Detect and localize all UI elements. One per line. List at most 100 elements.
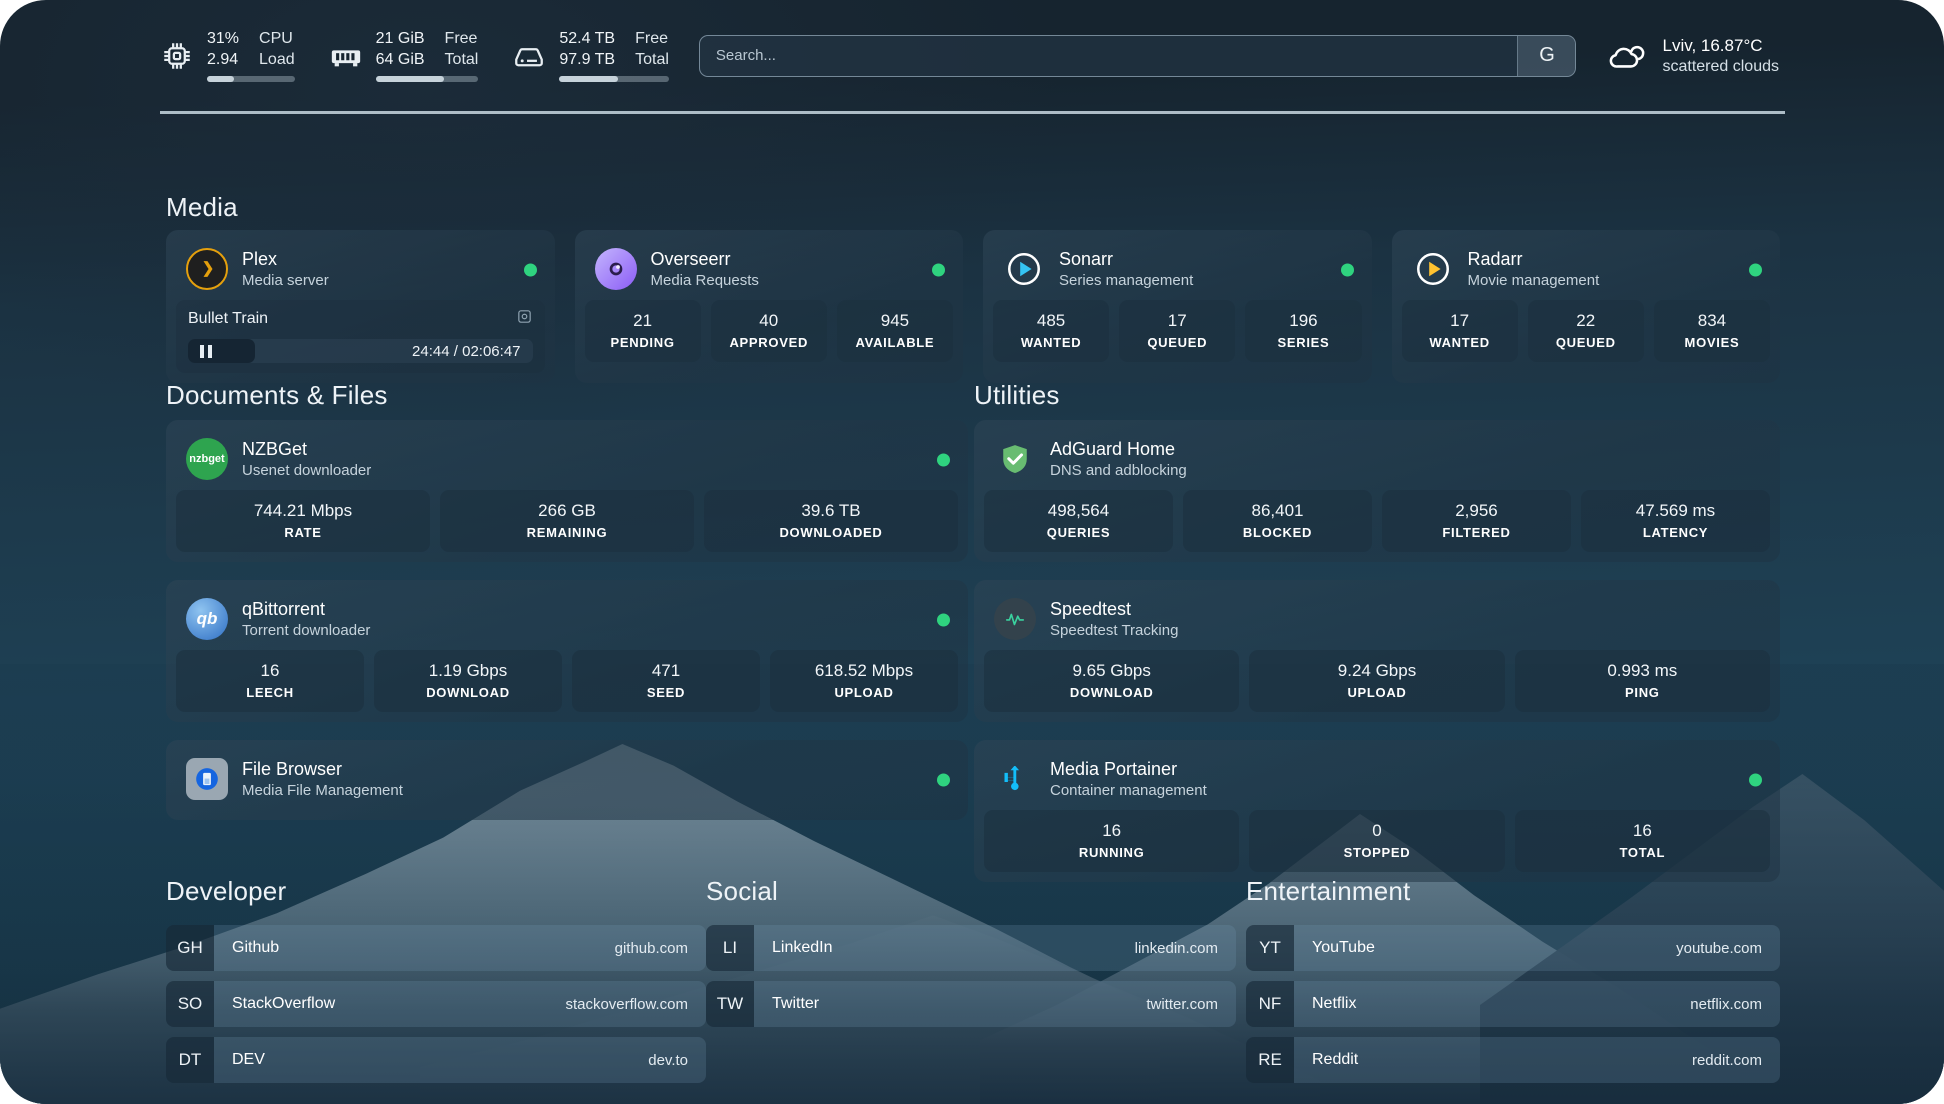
cpu-stat-block: 31% 2.94 CPU Load — [207, 29, 295, 82]
service-subtitle: Container management — [1050, 781, 1207, 799]
stat-tile: 498,564 QUERIES — [984, 490, 1173, 552]
status-badge — [1749, 773, 1762, 787]
stats-row: 485 WANTED 17 QUEUED 196 SERIES — [993, 300, 1362, 362]
bookmark-item[interactable]: SO StackOverflow stackoverflow.com — [166, 981, 706, 1027]
card-header: Overseerr Media Requests — [585, 240, 954, 300]
bookmark-name: Twitter — [772, 995, 820, 1012]
memory-stat-group[interactable]: 21 GiB 64 GiB Free Total — [329, 29, 479, 82]
bookmark-list-developer: GH Github github.com SO StackOverflow stac… — [166, 925, 706, 1083]
pause-icon[interactable] — [200, 344, 212, 358]
disk-label-1: Free — [635, 30, 668, 47]
disk-total-value: 97.9 TB — [559, 51, 616, 68]
service-subtitle: Series management — [1059, 271, 1194, 289]
bookmark-abbr: NF — [1246, 981, 1294, 1027]
card-header: AdGuard Home DNS and adblocking — [984, 430, 1770, 490]
stat-value: 86,401 — [1251, 501, 1304, 520]
memory-total-value: 64 GiB — [375, 51, 425, 68]
stat-value: 40 — [759, 311, 779, 330]
stat-value: 21 — [633, 311, 653, 330]
service-card-media-portainer[interactable]: Media Portainer Container management 16 R… — [974, 740, 1780, 882]
now-playing-panel[interactable]: Bullet Train 24:44 — [176, 300, 545, 373]
service-card-sonarr[interactable]: Sonarr Series management 485 WANTED 17 QUE… — [983, 230, 1372, 383]
service-subtitle: Media File Management — [242, 781, 403, 799]
service-card-radarr[interactable]: Radarr Movie management 17 WANTED 22 QUEUE… — [1391, 230, 1780, 383]
service-card-speedtest[interactable]: Speedtest Speedtest Tracking 9.65 Gbps DO… — [974, 580, 1780, 722]
service-card-nzbget[interactable]: nzbget NZBGet Usenet downloader 744.21 M… — [166, 420, 968, 562]
speedtest-icon — [994, 598, 1036, 640]
status-badge — [932, 263, 945, 277]
bookmark-abbr: LI — [706, 925, 754, 971]
bookmark-item[interactable]: DT DEV dev.to — [166, 1037, 706, 1083]
service-card-adguard-home[interactable]: AdGuard Home DNS and adblocking 498,564 Q… — [974, 420, 1780, 562]
stat-value: 47.569 ms — [1635, 501, 1716, 520]
stat-label: REMAINING — [526, 525, 608, 540]
bookmark-item[interactable]: YT YouTube youtube.com — [1246, 925, 1780, 971]
disk-icon — [512, 39, 546, 73]
bookmark-name: YouTube — [1312, 939, 1375, 956]
weather-widget[interactable]: Lviv, 16.87°C scattered clouds — [1606, 36, 1785, 76]
bookmark-item[interactable]: GH Github github.com — [166, 925, 706, 971]
stat-label: APPROVED — [729, 335, 809, 350]
card-header: Radarr Movie management — [1402, 240, 1771, 300]
disk-usage-bar — [559, 76, 669, 82]
playback-progress-bar[interactable]: 24:44 / 02:06:47 — [188, 339, 533, 363]
stats-row: 16 RUNNING 0 STOPPED 16 TOTAL — [984, 810, 1770, 872]
bookmark-url: twitter.com — [1146, 995, 1218, 1013]
stat-value: 9.24 Gbps — [1337, 661, 1417, 680]
bookmark-name: Reddit — [1312, 1051, 1359, 1068]
ram-icon — [329, 39, 363, 73]
service-card-qbittorrent[interactable]: qb qBittorrent Torrent downloader 16 LEEC… — [166, 580, 968, 722]
google-icon[interactable]: G — [1517, 35, 1576, 76]
bookmark-url: stackoverflow.com — [565, 995, 688, 1013]
service-card-file-browser[interactable]: File Browser Media File Management — [166, 740, 968, 820]
stat-label: PENDING — [610, 335, 675, 350]
card-header: Media Portainer Container management — [984, 750, 1770, 810]
stat-tile: 2,956 FILTERED — [1382, 490, 1571, 552]
stat-label: RUNNING — [1078, 845, 1145, 860]
memory-free-value: 21 GiB — [375, 30, 425, 47]
card-title-block: qBittorrent Torrent downloader — [242, 599, 370, 640]
service-subtitle: Movie management — [1467, 271, 1600, 289]
stat-tile: 16 RUNNING — [984, 810, 1240, 872]
service-name: NZBGet — [242, 438, 308, 459]
bookmark-abbr: SO — [166, 981, 214, 1027]
service-name: Speedtest — [1050, 598, 1132, 619]
service-name: AdGuard Home — [1050, 438, 1176, 459]
memory-stat-block: 21 GiB 64 GiB Free Total — [375, 29, 479, 82]
stat-label: FILTERED — [1442, 525, 1511, 540]
cpu-stat-group[interactable]: 31% 2.94 CPU Load — [160, 29, 295, 82]
stat-tile: 0 STOPPED — [1249, 810, 1505, 872]
card-header: nzbget NZBGet Usenet downloader — [176, 430, 958, 490]
service-name: Radarr — [1467, 248, 1523, 269]
stat-tile: 40 APPROVED — [710, 300, 827, 362]
stat-value: 834 — [1697, 311, 1727, 330]
service-card-plex[interactable]: Plex Media server Bullet Train — [166, 230, 555, 383]
stat-label: QUEUED — [1147, 335, 1208, 350]
disk-stat-group[interactable]: 52.4 TB 97.9 TB Free Total — [512, 29, 669, 82]
bookmark-item[interactable]: LI LinkedIn linkedin.com — [706, 925, 1236, 971]
memory-label-1: Free — [444, 30, 478, 47]
stat-label: LATENCY — [1642, 525, 1709, 540]
stat-label: MOVIES — [1684, 335, 1740, 350]
radarr-icon — [1412, 248, 1454, 290]
stat-value: 39.6 TB — [801, 501, 861, 520]
stat-tile: 0.993 ms PING — [1514, 650, 1770, 712]
filebrowser-icon — [186, 758, 228, 800]
search-input[interactable]: Search... G — [698, 34, 1577, 77]
bookmark-item[interactable]: NF Netflix netflix.com — [1246, 981, 1780, 1027]
service-card-overseerr[interactable]: Overseerr Media Requests 21 PENDING 40 APP… — [574, 230, 963, 383]
stat-label: WANTED — [1429, 335, 1490, 350]
bookmark-name: Netflix — [1312, 995, 1357, 1012]
service-subtitle: Media server — [242, 271, 329, 289]
stat-value: 17 — [1167, 311, 1187, 330]
stat-value: 471 — [651, 661, 681, 680]
bookmark-item[interactable]: TW Twitter twitter.com — [706, 981, 1236, 1027]
memory-label-2: Total — [444, 51, 479, 68]
stat-label: DOWNLOAD — [1069, 685, 1154, 700]
bookmark-abbr: YT — [1246, 925, 1294, 971]
cpu-load-value: 2.94 — [207, 51, 239, 68]
stat-label: DOWNLOADED — [779, 525, 883, 540]
stat-label: UPLOAD — [834, 685, 894, 700]
stat-value: 266 GB — [538, 501, 596, 520]
bookmark-item[interactable]: RE Reddit reddit.com — [1246, 1037, 1780, 1083]
